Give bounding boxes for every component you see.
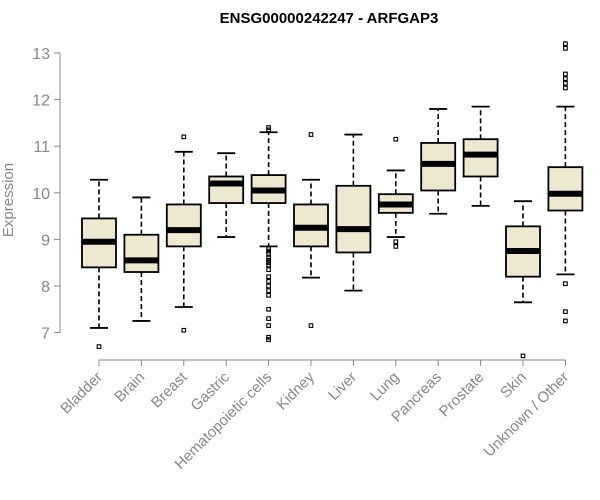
outlier-point: [266, 316, 271, 321]
outlier-point: [266, 306, 271, 312]
x-tick-label: Prostate: [436, 369, 488, 421]
box-prostate: [462, 105, 499, 207]
box-bladder: [81, 178, 117, 349]
x-tick-label: Bladder: [57, 369, 106, 418]
outlier-point: [266, 334, 271, 340]
y-tick-label: 11: [33, 139, 50, 156]
box-body: [462, 138, 499, 178]
outlier-point: [96, 344, 102, 349]
y-tick-label: 9: [41, 232, 50, 249]
y-axis-label: Expression: [0, 163, 17, 237]
outlier-point: [563, 41, 568, 47]
outlier-point: [563, 76, 568, 81]
y-tick-label: 7: [41, 326, 50, 343]
x-tick-label: Lung: [367, 369, 403, 405]
box-body: [335, 184, 372, 254]
x-tick-label: Liver: [325, 369, 360, 404]
box-pancreas: [420, 108, 457, 215]
y-tick-label: 10: [32, 186, 50, 203]
x-tick-label: Breast: [148, 368, 191, 411]
outlier-point: [266, 125, 271, 130]
outlier-point: [563, 85, 568, 91]
outlier-point: [393, 239, 399, 245]
x-tick-label: Skin: [497, 369, 530, 402]
outlier-point: [308, 132, 314, 137]
outlier-point: [181, 327, 187, 333]
chart-title: ENSG00000242247 - ARFGAP3: [220, 10, 439, 27]
outlier-point: [563, 309, 568, 314]
outlier-point: [266, 246, 271, 252]
box-breast: [165, 134, 202, 333]
outlier-point: [563, 45, 568, 51]
y-axis: 7 8 9 10 11 12 13: [32, 46, 61, 343]
outlier-point: [266, 292, 271, 298]
box-body: [123, 233, 160, 273]
outlier-point: [266, 288, 271, 294]
outlier-point: [563, 318, 568, 324]
y-tick-label: 12: [32, 93, 50, 110]
box-body: [547, 166, 584, 212]
outlier-point: [266, 283, 271, 289]
box-brain: [123, 196, 160, 322]
box-body: [208, 175, 245, 204]
outlier-point: [563, 71, 568, 77]
outlier-point: [266, 274, 271, 280]
boxes-group: [81, 41, 584, 359]
x-tick-label: Brain: [111, 369, 148, 406]
outlier-point: [520, 353, 526, 359]
outlier-point: [393, 136, 399, 142]
box-hematopoietic-cells: [250, 125, 287, 342]
outlier-point: [393, 244, 399, 249]
box-lung: [377, 136, 414, 249]
outlier-point: [266, 255, 271, 261]
y-tick-label: 8: [41, 279, 50, 296]
outlier-point: [266, 278, 271, 284]
box-kidney: [293, 132, 329, 328]
outlier-point: [266, 267, 271, 273]
outlier-point: [563, 80, 568, 86]
box-skin: [505, 200, 541, 359]
outlier-point: [308, 323, 314, 328]
box-unknown-other: [547, 41, 584, 324]
outlier-point: [181, 134, 187, 140]
box-liver: [335, 133, 372, 292]
outlier-point: [266, 323, 271, 328]
x-tick-label: Kidney: [273, 368, 318, 413]
y-tick-label: 13: [32, 46, 50, 63]
box-gastric: [208, 152, 245, 238]
outlier-point: [563, 281, 568, 287]
box-body: [165, 203, 202, 248]
